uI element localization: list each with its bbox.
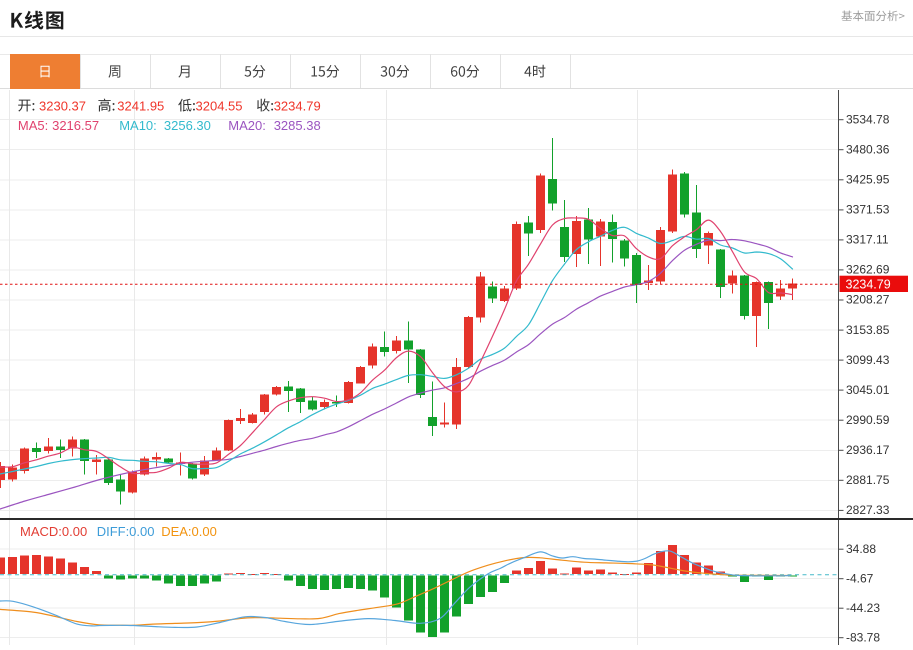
svg-text:3285.38: 3285.38 [274,118,321,133]
svg-text:DIFF:0.00: DIFF:0.00 [97,524,155,539]
svg-text:3153.85: 3153.85 [846,323,890,337]
svg-text:3230.37: 3230.37 [39,99,86,114]
svg-text:MACD:0.00: MACD:0.00 [20,524,87,539]
svg-text:MA20:: MA20: [228,118,266,133]
svg-text:-83.78: -83.78 [846,630,880,644]
svg-text:3425.95: 3425.95 [846,173,890,187]
svg-text:2990.59: 2990.59 [846,413,890,427]
svg-text:3234.79: 3234.79 [274,99,321,114]
svg-text:3371.53: 3371.53 [846,203,890,217]
svg-text:3216.57: 3216.57 [52,118,99,133]
svg-text:3234.79: 3234.79 [846,278,891,292]
svg-text:3534.78: 3534.78 [846,112,890,126]
svg-text:MA5:: MA5: [18,118,48,133]
svg-text:3208.27: 3208.27 [846,293,890,307]
svg-text:3480.36: 3480.36 [846,142,890,156]
svg-text:-44.23: -44.23 [846,601,880,615]
svg-text:3241.95: 3241.95 [117,99,164,114]
svg-text:3045.01: 3045.01 [846,383,890,397]
svg-text:2936.17: 2936.17 [846,443,890,457]
svg-text:DEA:0.00: DEA:0.00 [161,524,217,539]
svg-text:2827.33: 2827.33 [846,503,890,517]
svg-text:34.88: 34.88 [846,542,876,556]
svg-text:-4.67: -4.67 [846,571,874,585]
svg-text:3256.30: 3256.30 [164,118,211,133]
svg-text:3262.69: 3262.69 [846,263,890,277]
svg-text:2881.75: 2881.75 [846,473,890,487]
svg-text:MA10:: MA10: [119,118,157,133]
svg-text:3099.43: 3099.43 [846,353,890,367]
svg-text:3317.11: 3317.11 [846,233,889,247]
svg-text:3204.55: 3204.55 [196,99,243,114]
